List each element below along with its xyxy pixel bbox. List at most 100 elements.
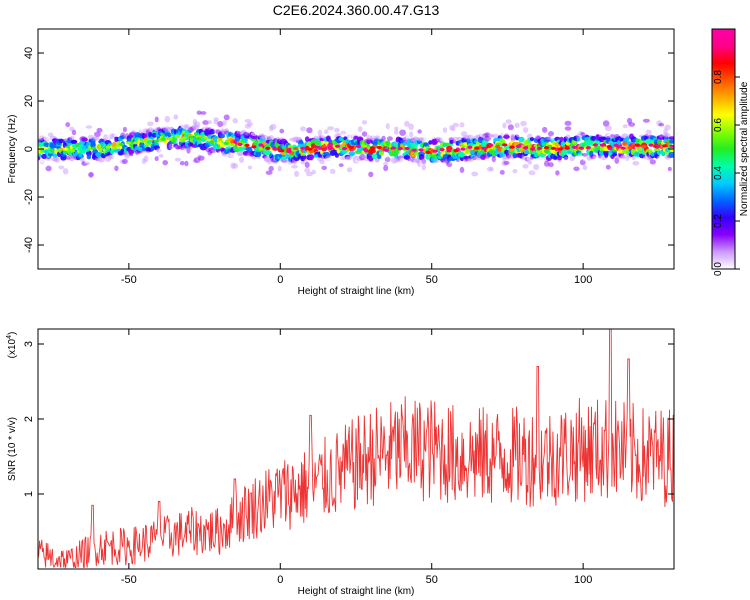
heatmap-cell	[368, 171, 374, 178]
heatmap-cell	[446, 149, 452, 153]
heatmap-cell	[383, 162, 389, 166]
heatmap-cell	[105, 145, 111, 149]
heatmap-cell	[563, 156, 569, 161]
colorbar-tick-label: 0.4	[713, 166, 724, 180]
heatmap-cell	[321, 165, 328, 170]
heatmap-cell	[459, 122, 465, 128]
heatmap-cell	[314, 145, 320, 149]
heatmap-cell	[56, 148, 62, 152]
heatmap-cell	[294, 170, 300, 177]
heatmap-cell	[346, 167, 353, 173]
heatmap-cell	[564, 120, 572, 126]
heatmap-cell	[622, 124, 628, 129]
heatmap-cell	[572, 140, 577, 145]
heatmap-cell	[268, 135, 275, 141]
heatmap-cell	[147, 121, 154, 127]
heatmap-cell	[207, 120, 212, 124]
heatmap-cell	[544, 160, 550, 167]
heatmap-cell	[425, 150, 431, 154]
heatmap-cell	[667, 166, 672, 172]
heatmap-cell	[474, 146, 480, 150]
heatmap-cell	[327, 126, 335, 131]
heatmap-cell	[527, 160, 533, 165]
snr-multiplier-exp: 4	[6, 335, 13, 339]
heatmap-cell	[627, 146, 633, 150]
heatmap-cell	[503, 135, 510, 139]
heatmap-cell	[503, 160, 510, 165]
heatmap-cell	[270, 123, 277, 130]
heatmap-cell	[321, 144, 327, 148]
heatmap-cell	[578, 146, 584, 150]
chart-title: C2E6.2024.360.00.47.G13	[272, 2, 440, 18]
heatmap-cell	[217, 121, 224, 128]
heatmap-cell	[362, 148, 368, 152]
heatmap-cell	[300, 146, 306, 150]
heatmap-cell	[376, 145, 382, 150]
snr-ytick-label: 2	[23, 416, 35, 422]
colorbar-label: Normalized spectral amplitude	[739, 81, 750, 216]
heatmap-cell	[113, 133, 120, 137]
heatmap-cell	[167, 137, 173, 141]
heatmap-cell	[70, 139, 78, 144]
heatmap-cell	[668, 136, 674, 140]
heatmap-cell	[65, 155, 70, 160]
heatmap-cell	[536, 146, 543, 150]
heatmap-cell	[612, 152, 618, 157]
snr-multiplier-close: )	[7, 332, 18, 335]
heatmap-cell	[599, 143, 605, 147]
heatmap-cell	[197, 155, 205, 161]
heatmap-cell	[146, 140, 153, 144]
heatmap-cell	[459, 166, 465, 173]
heatmap-cell	[481, 146, 487, 150]
heatmap-cell	[390, 146, 396, 150]
heatmap-cell	[250, 131, 258, 136]
heatmap-cell	[216, 141, 222, 145]
heatmap-cell	[512, 169, 518, 174]
heatmap-cell	[348, 145, 355, 149]
heatmap-cell	[605, 164, 611, 170]
heatmap-cell	[590, 135, 597, 141]
colorbar-tick-label: 0.6	[713, 118, 724, 132]
heatmap-cell	[655, 144, 661, 148]
heatmap-cell	[43, 134, 50, 141]
heatmap-cell	[71, 129, 77, 136]
heatmap-cell	[279, 128, 285, 134]
spectrogram-ytick-label: 40	[23, 47, 35, 59]
heatmap-cell	[103, 134, 109, 141]
heatmap-cell	[232, 163, 239, 169]
heatmap-cell	[502, 143, 508, 147]
heatmap-cell	[571, 145, 578, 149]
heatmap-cell	[421, 164, 426, 171]
heatmap-cell	[307, 147, 313, 151]
heatmap-cell	[492, 133, 499, 138]
heatmap-cell	[238, 146, 245, 152]
heatmap-cell	[222, 120, 227, 126]
heatmap-cell	[582, 153, 588, 157]
heatmap-cell	[340, 133, 346, 138]
heatmap-cell	[543, 146, 550, 150]
heatmap-cell	[366, 134, 372, 141]
heatmap-cell	[65, 122, 71, 128]
heatmap-cell	[202, 136, 208, 140]
heatmap-cell	[334, 144, 341, 148]
heatmap-cell	[408, 123, 414, 131]
heatmap-cell	[70, 149, 76, 153]
heatmap-cell	[483, 136, 491, 142]
heatmap-cell	[54, 157, 60, 163]
heatmap-cell	[550, 146, 557, 150]
spectrogram-xlabel: Height of straight line (km)	[298, 286, 415, 297]
heatmap-cell	[423, 136, 429, 143]
spectrogram-ytick-label: 20	[23, 95, 35, 107]
heatmap-cell	[334, 127, 340, 133]
heatmap-cell	[516, 132, 523, 138]
heatmap-cell	[451, 126, 456, 131]
heatmap-cell	[499, 170, 505, 175]
heatmap-cell	[564, 126, 572, 131]
heatmap-cell	[251, 145, 257, 149]
snr-xtick-label: 100	[574, 574, 592, 586]
heatmap-cell	[557, 156, 562, 161]
heatmap-cell	[399, 129, 406, 136]
heatmap-cell	[255, 150, 262, 158]
heatmap-cell	[88, 171, 94, 178]
heatmap-cell	[361, 120, 368, 125]
